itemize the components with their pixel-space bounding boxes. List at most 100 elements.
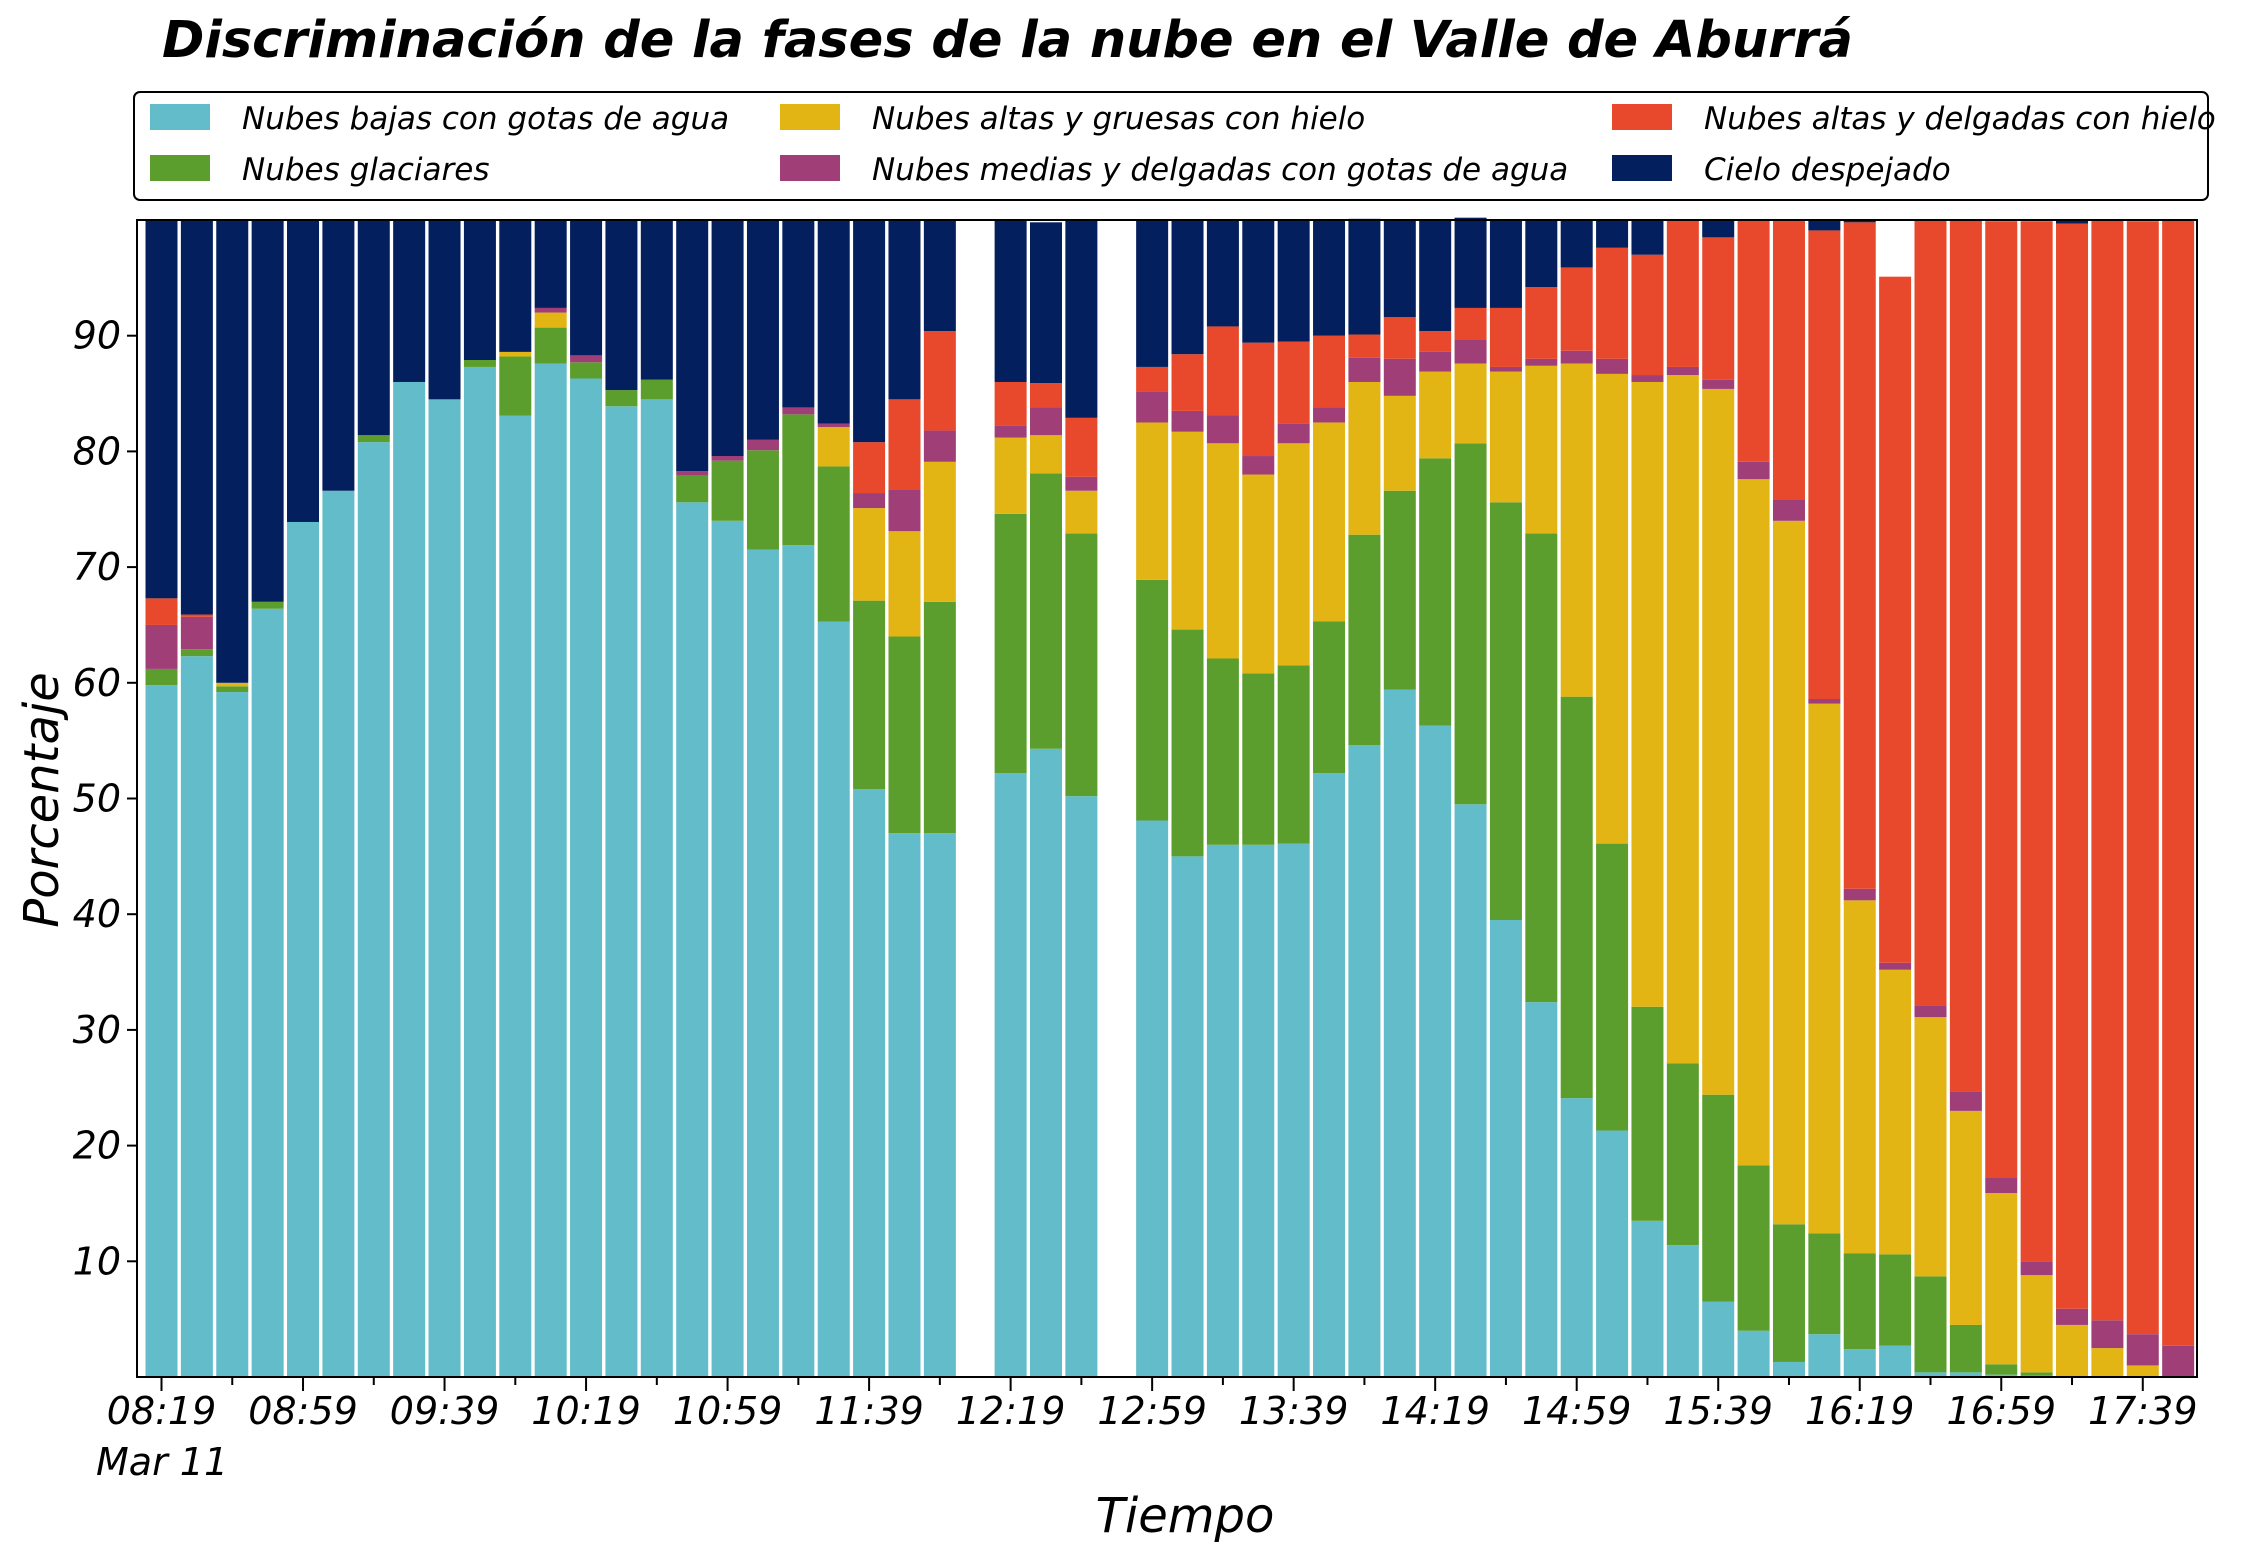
bar-15:19-series-2 xyxy=(1631,381,1664,1007)
bar-16:09-series-4 xyxy=(1808,230,1841,699)
bar-12:39-series-1 xyxy=(1065,533,1098,797)
bar-17:19-series-3 xyxy=(2056,1308,2089,1325)
bar-14:49-series-2 xyxy=(1525,365,1558,534)
bar-12:39-series-4 xyxy=(1065,417,1098,477)
bar-13:19-series-2 xyxy=(1206,443,1239,659)
x-tick-label: 17:39 xyxy=(2088,1389,2198,1433)
bar-09:19-series-1 xyxy=(357,435,390,443)
bar-16:19-series-3 xyxy=(1843,888,1876,901)
bar-17:49-series-4 xyxy=(2162,220,2195,1346)
bar-16:19-series-2 xyxy=(1843,900,1876,1254)
bar-15:59-series-3 xyxy=(1772,499,1805,521)
bar-09:29-series-0 xyxy=(393,381,426,1378)
bar-16:19-series-4 xyxy=(1843,222,1876,889)
bar-17:19-series-4 xyxy=(2056,223,2089,1309)
bar-11:29-series-5 xyxy=(817,220,850,424)
x-tick-label: 08:19 xyxy=(107,1389,217,1433)
bar-14:19-series-5 xyxy=(1419,220,1452,332)
bar-12:59-series-0 xyxy=(1136,820,1169,1377)
legend-swatch xyxy=(150,104,210,130)
bar-16:59-series-3 xyxy=(1985,1178,2018,1194)
x-tick-label: 10:59 xyxy=(673,1389,783,1433)
bar-11:49-series-0 xyxy=(888,833,921,1377)
bar-10:09-series-3 xyxy=(534,307,567,313)
bar-08:19-series-5 xyxy=(145,220,178,599)
bar-16:29-series-1 xyxy=(1879,1254,1912,1346)
bar-13:39-series-3 xyxy=(1277,423,1310,444)
bar-17:09-series-2 xyxy=(2020,1275,2053,1373)
bar-13:19-series-1 xyxy=(1206,658,1239,845)
bar-14:59-series-3 xyxy=(1560,350,1593,364)
bar-11:49-series-1 xyxy=(888,636,921,834)
bar-12:29-series-3 xyxy=(1030,407,1062,436)
bar-12:29-series-1 xyxy=(1030,473,1062,749)
bar-15:09-series-3 xyxy=(1596,358,1629,374)
bar-13:29-series-1 xyxy=(1242,673,1275,845)
bar-16:59-series-0 xyxy=(1985,1374,2018,1377)
bar-12:19-series-0 xyxy=(994,773,1027,1377)
bar-09:59-series-2 xyxy=(499,351,532,357)
bar-12:29-series-2 xyxy=(1030,435,1062,474)
bar-16:19-series-1 xyxy=(1843,1253,1876,1350)
bar-09:39-series-5 xyxy=(428,220,461,400)
bar-11:19-series-0 xyxy=(782,545,815,1377)
bar-17:19-series-5 xyxy=(2056,220,2089,224)
bar-15:59-series-0 xyxy=(1772,1361,1805,1377)
bar-15:39-series-3 xyxy=(1702,379,1735,389)
bar-10:49-series-1 xyxy=(676,475,709,503)
x-tick-label: 14:59 xyxy=(1522,1389,1632,1433)
y-tick-label: 10 xyxy=(73,1239,121,1283)
bar-15:19-series-1 xyxy=(1631,1006,1664,1221)
bar-08:39-series-0 xyxy=(216,692,249,1377)
x-tick-label: 09:39 xyxy=(390,1389,500,1433)
bar-11:49-series-4 xyxy=(888,399,921,490)
bar-11:59-series-3 xyxy=(923,430,956,462)
bar-11:09-series-3 xyxy=(746,439,779,451)
bar-15:09-series-1 xyxy=(1596,843,1629,1131)
bar-15:29-series-1 xyxy=(1666,1063,1699,1246)
bar-11:39-series-0 xyxy=(853,789,886,1377)
bar-14:59-series-1 xyxy=(1560,696,1593,1099)
bar-15:09-series-0 xyxy=(1596,1130,1629,1377)
bar-11:39-series-5 xyxy=(853,220,886,443)
bar-09:09-series-0 xyxy=(322,490,355,1377)
bar-15:49-series-1 xyxy=(1737,1165,1770,1331)
bar-08:19-series-1 xyxy=(145,668,178,686)
bar-11:29-series-2 xyxy=(817,427,850,467)
bar-15:39-series-1 xyxy=(1702,1094,1735,1302)
bar-12:39-series-0 xyxy=(1065,796,1098,1377)
bar-16:09-series-2 xyxy=(1808,703,1841,1234)
bar-12:29-series-5 xyxy=(1030,222,1062,384)
bar-15:49-series-4 xyxy=(1737,221,1770,462)
bar-10:19-series-1 xyxy=(570,362,603,379)
bar-15:19-series-0 xyxy=(1631,1220,1664,1377)
bar-13:59-series-3 xyxy=(1348,357,1381,382)
bar-12:19-series-3 xyxy=(994,425,1027,438)
bar-17:09-series-3 xyxy=(2020,1261,2053,1276)
bar-12:59-series-4 xyxy=(1136,366,1169,392)
bar-12:19-series-2 xyxy=(994,437,1027,514)
bar-12:39-series-2 xyxy=(1065,490,1098,534)
bar-17:09-series-1 xyxy=(2020,1372,2053,1376)
bar-17:29-series-4 xyxy=(2091,220,2124,1321)
bar-09:19-series-5 xyxy=(357,220,390,436)
bar-14:19-series-2 xyxy=(1419,371,1452,459)
bar-10:09-series-1 xyxy=(534,327,567,364)
bar-08:39-series-5 xyxy=(216,220,249,683)
bar-10:29-series-0 xyxy=(605,406,638,1377)
bar-15:09-series-4 xyxy=(1596,247,1629,359)
bar-08:19-series-0 xyxy=(145,685,178,1377)
x-axis: 08:19 08:59 09:39 10:19 10:59 11:39 12:19 12:59… xyxy=(107,1377,2198,1433)
bar-13:39-series-5 xyxy=(1277,220,1310,342)
bar-10:19-series-3 xyxy=(570,355,603,363)
legend-label: Nubes altas y gruesas con hielo xyxy=(872,101,1365,137)
bar-15:29-series-0 xyxy=(1666,1245,1699,1377)
y-tick-label: 60 xyxy=(73,661,121,705)
bar-09:59-series-0 xyxy=(499,415,532,1377)
bar-16:39-series-1 xyxy=(1914,1276,1947,1373)
bar-11:59-series-1 xyxy=(923,601,956,834)
bar-11:59-series-5 xyxy=(923,220,956,332)
bar-15:19-series-4 xyxy=(1631,254,1664,376)
bar-13:49-series-5 xyxy=(1313,220,1346,336)
